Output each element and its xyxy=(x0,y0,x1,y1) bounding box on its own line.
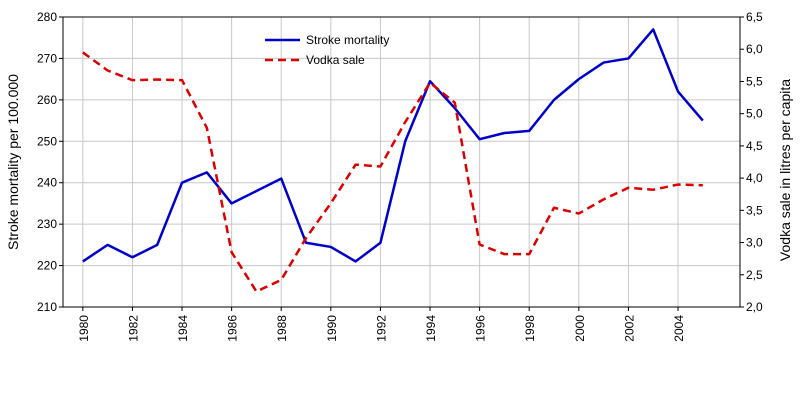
x-tick-label: 1996 xyxy=(474,315,488,342)
y-left-tick-label: 250 xyxy=(37,134,57,148)
x-tick-label: 1990 xyxy=(325,315,339,342)
x-tick-label: 2002 xyxy=(622,315,636,342)
stroke-mortality-line xyxy=(82,28,704,263)
x-tick-label: 1980 xyxy=(77,315,91,342)
x-tick-label: 1992 xyxy=(374,315,388,342)
y-right-tick-label: 6,0 xyxy=(746,42,763,56)
legend-label: Stroke mortality xyxy=(306,33,389,47)
y-left-tick-label: 270 xyxy=(37,51,57,65)
x-tick-label: 2004 xyxy=(672,315,686,342)
x-tick-label: 1988 xyxy=(275,315,289,342)
y-right-axis-title: Vodka sale in litres per capita xyxy=(777,79,793,261)
x-tick-label: 1998 xyxy=(523,315,537,342)
x-tick-label: 1994 xyxy=(424,315,438,342)
y-right-tick-label: 3,0 xyxy=(746,236,763,250)
y-left-axis-title: Stroke mortality per 100.000 xyxy=(5,74,21,250)
y-left-tick-label: 260 xyxy=(37,93,57,107)
y-left-tick-label: 240 xyxy=(37,176,57,190)
y-right-tick-label: 5,0 xyxy=(746,107,763,121)
y-right-tick-label: 2,5 xyxy=(746,268,763,282)
legend-label: Vodka sale xyxy=(306,53,365,67)
y-left-tick-label: 220 xyxy=(37,259,57,273)
y-left-tick-label: 210 xyxy=(37,300,57,314)
legend: Stroke mortality Vodka sale xyxy=(265,33,389,67)
y-right-tick-label: 2,0 xyxy=(746,300,763,314)
y-left-tick-label: 280 xyxy=(37,10,57,24)
x-tick-label: 1986 xyxy=(226,315,240,342)
x-tick-label: 2000 xyxy=(573,315,587,342)
y-right-tick-label: 5,5 xyxy=(746,74,763,88)
x-tick-label: 1984 xyxy=(176,315,190,342)
plot-frame xyxy=(62,16,741,308)
y-right-tick-label: 4,0 xyxy=(746,171,763,185)
x-tick-label: 1982 xyxy=(126,315,140,342)
vodka-sale-line xyxy=(82,51,703,293)
y-right-tick-label: 3,5 xyxy=(746,203,763,217)
y-left-tick-label: 230 xyxy=(37,217,57,231)
y-right-tick-label: 4,5 xyxy=(746,139,763,153)
y-right-tick-label: 6,5 xyxy=(746,10,763,24)
